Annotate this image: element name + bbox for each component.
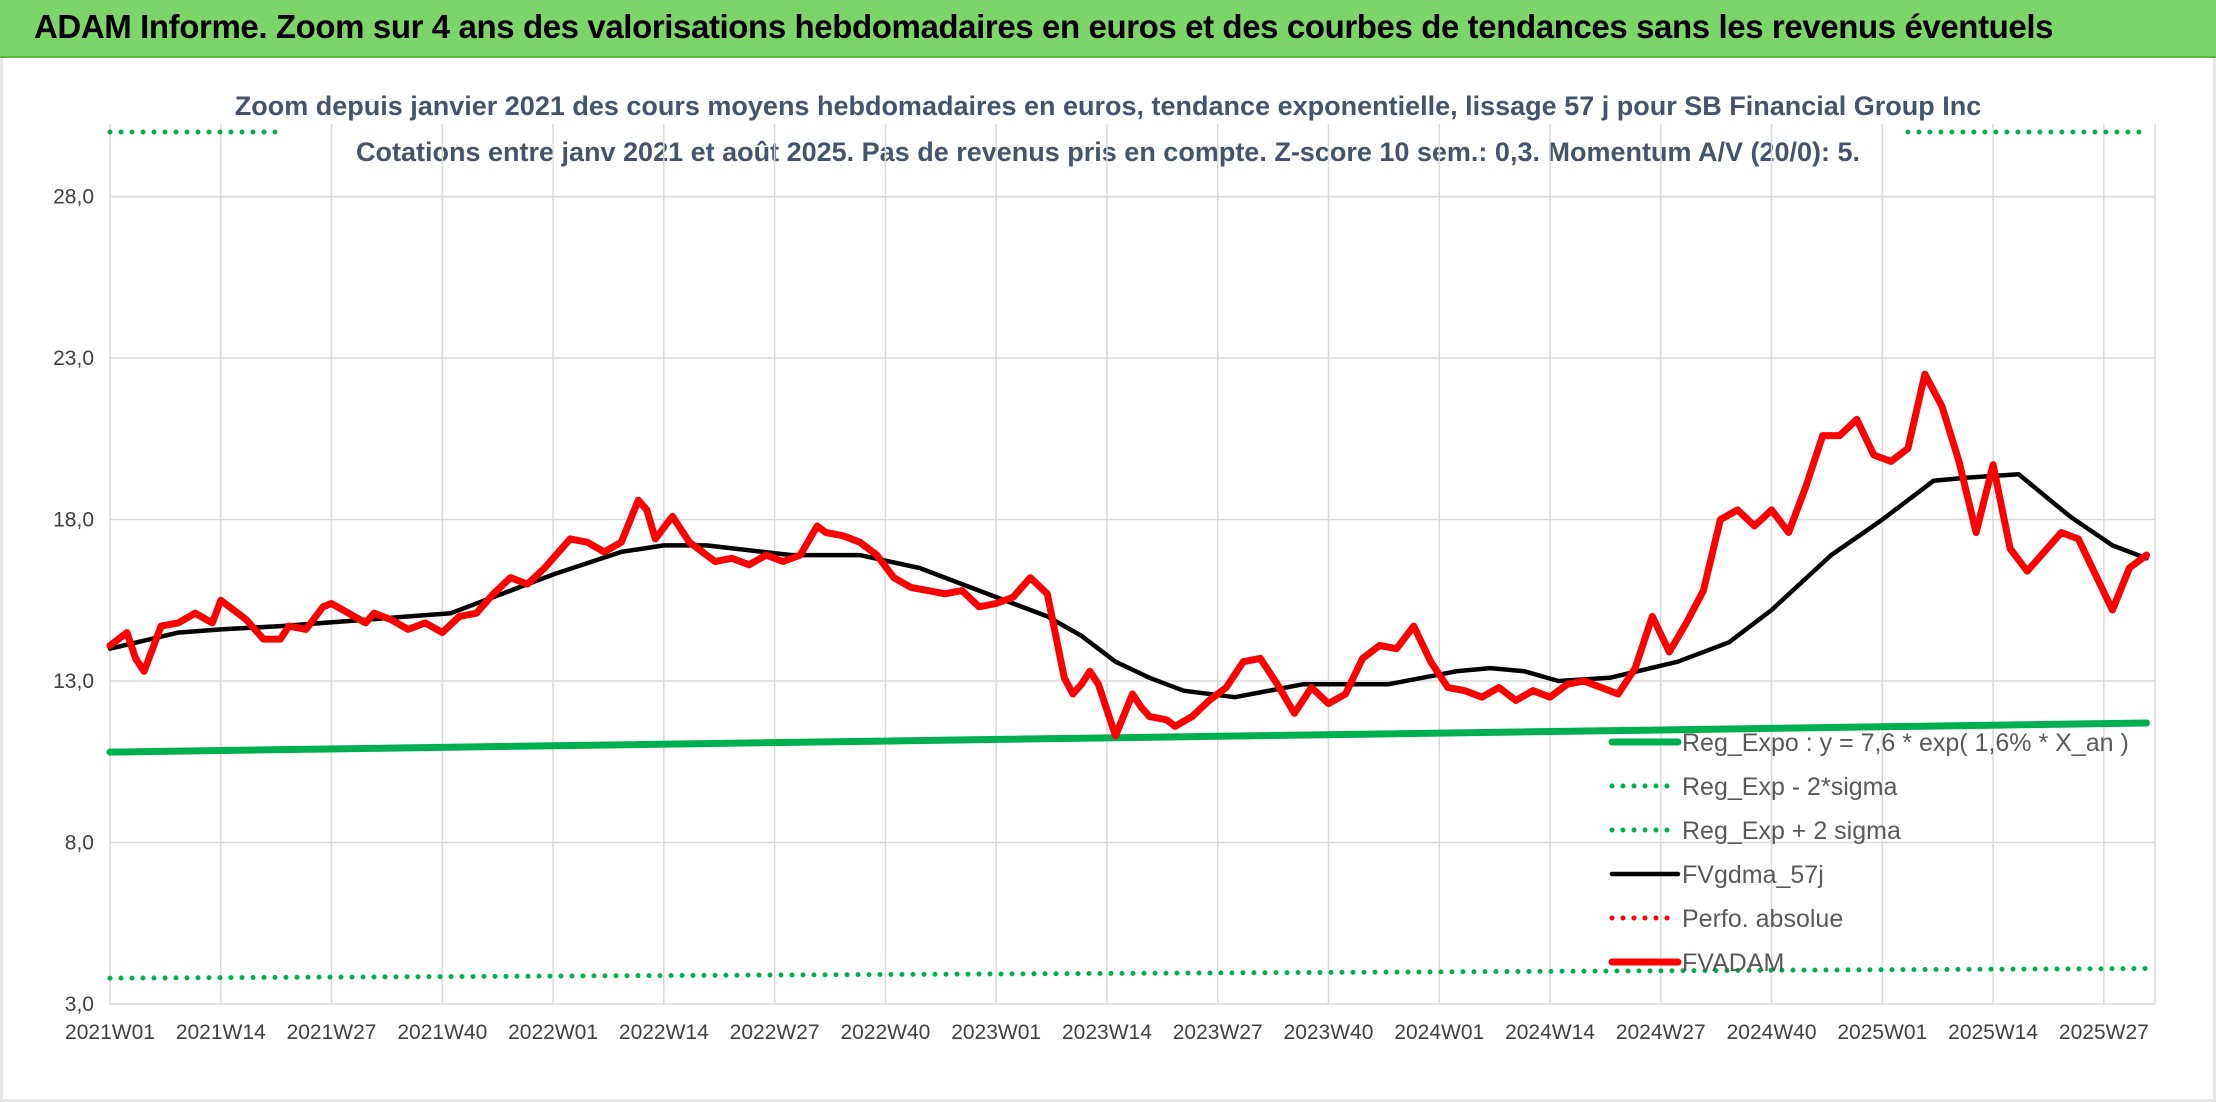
x-tick-label: 2021W40 [397, 1021, 487, 1044]
y-tick-label: 13,0 [53, 670, 94, 693]
chart-frame [0, 58, 2216, 1102]
series [106, 129, 2150, 981]
chart-subtitle: Cotations entre janv 2021 et août 2025. … [356, 137, 1860, 167]
x-tick-label: 2025W14 [1948, 1021, 2038, 1044]
x-tick-label: 2023W27 [1173, 1021, 1263, 1044]
legend-label: Reg_Expo : y = 7,6 * exp( 1,6% * X_an ) [1682, 729, 2129, 757]
series-line-reg-expo-y-7-6-exp-1-6-x-an [106, 719, 2150, 756]
x-tick-label: 2025W27 [2059, 1021, 2149, 1044]
y-tick-label: 28,0 [53, 186, 94, 209]
page-title: ADAM Informe. Zoom sur 4 ans des valoris… [34, 8, 2054, 45]
x-tick-label: 2023W14 [1062, 1021, 1152, 1044]
x-tick-label: 2024W27 [1616, 1021, 1706, 1044]
y-tick-label: 18,0 [53, 509, 94, 532]
x-tick-label: 2024W40 [1727, 1021, 1817, 1044]
series-line-reg-exp-2-sigma [107, 966, 2149, 981]
y-tick-label: 3,0 [65, 993, 94, 1016]
y-tick-label: 8,0 [65, 832, 94, 855]
y-axis-ticks: 3,0 8,0 13,0 18,0 23,0 28,0 [53, 186, 94, 1016]
grid [109, 124, 2156, 1005]
x-tick-label: 2022W14 [619, 1021, 709, 1044]
x-tick-label: 2021W27 [287, 1021, 377, 1044]
chart-title: Zoom depuis janvier 2021 des cours moyen… [235, 91, 1982, 121]
x-tick-label: 2022W27 [730, 1021, 820, 1044]
legend-label: Reg_Exp - 2*sigma [1682, 773, 1897, 801]
x-tick-label: 2021W14 [176, 1021, 266, 1044]
x-tick-label: 2022W01 [508, 1021, 598, 1044]
x-tick-label: 2023W40 [1284, 1021, 1374, 1044]
y-tick-label: 23,0 [53, 347, 94, 370]
series-line-fvadam [106, 370, 2150, 740]
x-axis-ticks: 2021W01 2021W14 2021W27 2021W40 2022W01 2022W… [65, 1021, 2149, 1044]
series-line-fvgdma-57j [107, 472, 2149, 700]
x-tick-label: 2022W40 [840, 1021, 930, 1044]
legend-label: FVADAM [1682, 949, 1784, 977]
x-tick-label: 2025W01 [1837, 1021, 1927, 1044]
x-tick-label: 2023W01 [951, 1021, 1041, 1044]
x-tick-label: 2024W14 [1505, 1021, 1595, 1044]
legend-label: Reg_Exp + 2 sigma [1682, 817, 1901, 845]
legend-label: FVgdma_57j [1682, 861, 1824, 889]
x-tick-label: 2021W01 [65, 1021, 155, 1044]
x-tick-label: 2024W01 [1394, 1021, 1484, 1044]
header-bar: ADAM Informe. Zoom sur 4 ans des valoris… [0, 0, 2216, 58]
legend-label: Perfo. absolue [1682, 905, 1843, 933]
legend: Reg_Expo : y = 7,6 * exp( 1,6% * X_an ) R… [1608, 729, 2129, 977]
